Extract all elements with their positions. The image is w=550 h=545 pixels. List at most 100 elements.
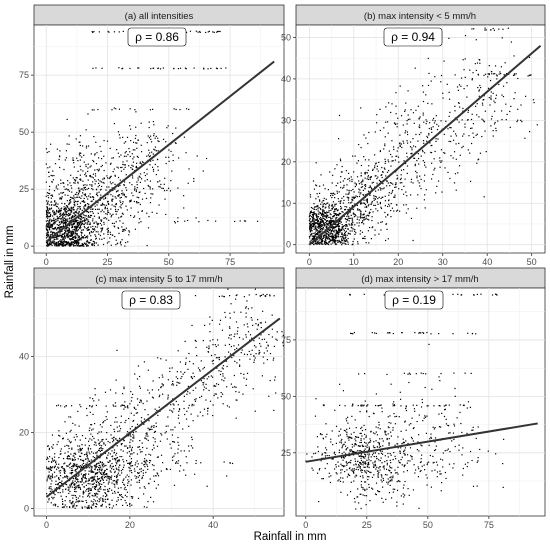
data-point <box>77 220 79 222</box>
data-point <box>48 192 51 195</box>
data-point <box>152 159 154 161</box>
data-point <box>334 196 336 199</box>
data-point <box>373 199 375 201</box>
data-point <box>139 181 142 183</box>
data-point <box>344 233 346 236</box>
data-point <box>339 201 342 203</box>
data-point <box>75 465 77 467</box>
data-point <box>173 220 176 223</box>
data-point <box>70 231 73 233</box>
data-point <box>490 98 492 100</box>
data-point <box>133 435 135 437</box>
data-point <box>454 133 457 135</box>
data-point <box>317 223 320 225</box>
data-point <box>434 120 436 122</box>
data-point <box>322 222 325 224</box>
data-point <box>225 360 228 362</box>
data-point <box>67 194 69 197</box>
data-point <box>80 169 82 171</box>
data-point <box>120 166 122 169</box>
data-point <box>185 418 188 420</box>
data-point <box>48 176 50 178</box>
data-point <box>70 429 72 431</box>
data-point <box>81 217 83 219</box>
data-point <box>60 240 63 242</box>
data-point <box>48 474 50 476</box>
data-point <box>314 218 316 221</box>
data-point <box>76 240 78 242</box>
data-point <box>47 476 49 478</box>
data-point <box>157 414 159 417</box>
data-point <box>387 132 389 134</box>
data-point <box>93 228 95 230</box>
data-point <box>492 92 494 94</box>
data-point <box>46 207 49 209</box>
data-point <box>114 421 116 423</box>
y-tick-label: 30 <box>281 115 291 125</box>
data-point <box>51 223 53 225</box>
data-point <box>458 121 460 123</box>
data-point <box>47 458 49 460</box>
data-point <box>130 458 133 460</box>
data-point <box>86 454 88 457</box>
data-point <box>130 140 132 142</box>
data-point <box>147 468 149 470</box>
data-point <box>167 425 169 427</box>
data-point <box>59 166 61 169</box>
data-point <box>65 150 68 152</box>
data-point <box>327 237 329 239</box>
data-point <box>137 497 140 499</box>
data-point <box>369 178 371 180</box>
data-point <box>79 159 81 161</box>
data-point <box>96 152 98 154</box>
data-point <box>339 160 342 162</box>
data-point <box>129 455 131 457</box>
data-point <box>325 198 327 200</box>
data-point <box>88 429 90 432</box>
data-point <box>122 450 124 452</box>
data-point <box>129 182 131 184</box>
data-point <box>395 113 397 115</box>
data-point <box>58 430 60 432</box>
data-point <box>82 462 85 465</box>
data-point <box>94 154 96 156</box>
data-point <box>136 155 138 158</box>
data-point <box>412 138 414 140</box>
data-point <box>128 165 130 167</box>
data-point <box>90 470 92 472</box>
data-point <box>132 194 134 197</box>
data-point <box>76 478 78 480</box>
data-point <box>62 477 64 479</box>
data-point <box>144 461 146 463</box>
data-point <box>59 228 61 230</box>
data-point <box>366 178 368 180</box>
data-point <box>70 232 72 234</box>
data-point <box>57 207 60 209</box>
data-point <box>81 500 83 502</box>
data-point <box>71 197 73 199</box>
data-point <box>72 241 74 243</box>
data-point <box>128 466 130 469</box>
data-point <box>67 233 69 235</box>
data-point <box>156 212 158 214</box>
data-point <box>141 210 143 212</box>
data-point <box>177 404 179 406</box>
data-point <box>171 170 173 172</box>
data-point <box>92 243 94 246</box>
data-point <box>100 488 102 490</box>
data-point <box>82 243 84 246</box>
data-point <box>388 150 390 152</box>
data-point <box>87 113 89 115</box>
data-point <box>103 223 105 225</box>
data-point <box>88 507 90 509</box>
data-point <box>87 203 89 205</box>
data-point <box>330 195 332 197</box>
data-point <box>48 447 51 450</box>
data-point <box>132 431 135 434</box>
data-point <box>377 222 379 224</box>
data-point <box>97 212 99 214</box>
data-point <box>174 453 176 455</box>
data-point <box>151 389 154 391</box>
data-point <box>86 462 88 464</box>
data-point <box>469 180 472 182</box>
